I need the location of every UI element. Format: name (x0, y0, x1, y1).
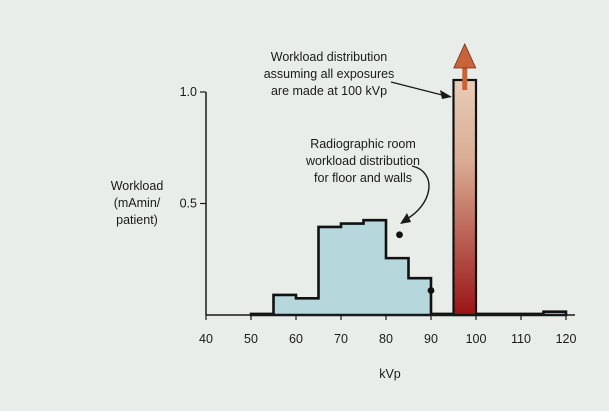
x-tick-label: 90 (424, 332, 438, 346)
arrowhead-up-icon (453, 43, 477, 69)
bar-100kvp (452, 78, 478, 317)
bar-layer (452, 43, 478, 317)
annotation-room-pointer (404, 165, 430, 221)
x-tick-label: 40 (199, 332, 213, 346)
marker-layer (396, 231, 435, 294)
x-tick-label: 110 (511, 332, 531, 346)
step-area-layer (249, 218, 568, 317)
x-tick-label: 70 (334, 332, 348, 346)
x-tick-label: 100 (466, 332, 487, 346)
x-tick-label: 60 (289, 332, 303, 346)
annotation-marker-dot (396, 231, 403, 239)
annotation-room-arrowhead (400, 213, 411, 224)
x-tick-label: 120 (556, 332, 577, 346)
x-tick-label: 50 (244, 332, 258, 346)
x-tick-group: 40 50 60 70 80 90 100 110 120 (199, 315, 576, 346)
annotation-100kvp-line-3: are made at 100 kVp (271, 84, 387, 98)
y-axis-label-line-1: Workload (111, 179, 164, 193)
annotation-room-line-2: workload distribution (305, 154, 420, 168)
x-tick-label: 80 (379, 332, 393, 346)
x-axis-label: kVp (379, 367, 401, 381)
workload-step-area (249, 218, 568, 317)
y-axis-label-line-2: (mAmin/ (114, 196, 161, 210)
annotation-100kvp-line-1: Workload distribution (271, 50, 388, 64)
y-tick-label: 0.5 (180, 197, 197, 211)
annotation-100kvp-pointer (390, 81, 447, 97)
annotation-marker-dot (427, 287, 435, 294)
annotation-100kvp-arrowhead (440, 90, 452, 99)
y-axis-label-line-3: patient) (116, 213, 158, 227)
annotation-room-line-3: for floor and walls (314, 171, 412, 185)
y-tick-group: 0.5 1.0 (180, 85, 206, 211)
annotation-100kvp-line-2: assuming all exposures (264, 67, 395, 81)
annotation-room-line-1: Radiographic room (310, 137, 416, 151)
y-tick-label: 1.0 (180, 85, 197, 99)
